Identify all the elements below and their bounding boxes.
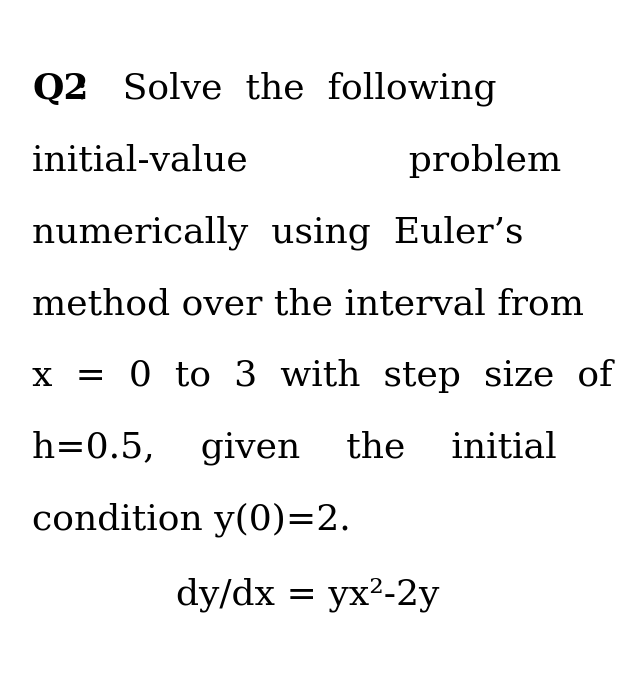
Text: condition y(0)=2.: condition y(0)=2. bbox=[32, 503, 351, 538]
Text: method over the interval from: method over the interval from bbox=[32, 287, 584, 321]
Text: x  =  0  to  3  with  step  size  of: x = 0 to 3 with step size of bbox=[32, 359, 612, 393]
Text: Q2: Q2 bbox=[32, 72, 89, 106]
Text: :   Solve  the  following: : Solve the following bbox=[76, 72, 496, 106]
Text: initial-value              problem: initial-value problem bbox=[32, 144, 561, 178]
Text: dy/dx = yx²-2y: dy/dx = yx²-2y bbox=[177, 578, 440, 612]
Text: numerically  using  Euler’s: numerically using Euler’s bbox=[32, 215, 524, 250]
Text: h=0.5,    given    the    initial: h=0.5, given the initial bbox=[32, 431, 557, 465]
